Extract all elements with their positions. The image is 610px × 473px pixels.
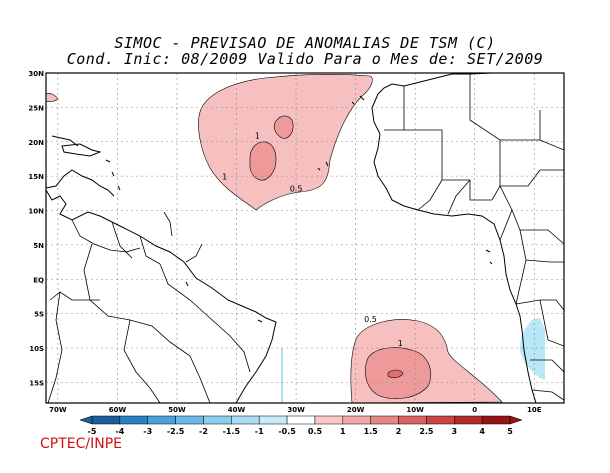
lon-tick-label: 10W (406, 406, 424, 414)
colorbar-label: 4 (479, 427, 485, 436)
colorbar-label: 5 (507, 427, 513, 436)
contour-labels: 1 1 0.5 0.5 1 (222, 131, 403, 348)
map-title: SIMOC - PREVISAO DE ANOMALIAS DE TSM (C) (114, 34, 496, 52)
colorbar-swatch (119, 415, 148, 425)
colorbar-swatch (481, 415, 511, 425)
colorbar-max-arrow (509, 415, 523, 425)
colorbar: -5 -4 -3 -2.5 -2 -1.5 -1 -0.5 0.5 1 1.5 2 2.5 3 4 5 (79, 415, 523, 436)
lat-tick-label: 20N (28, 139, 44, 147)
axis-labels: 30N 25N 20N 15N 10N 5N EQ 5S 10S 15S 70W 60W 50W 40W 3… (28, 70, 541, 414)
positive-anomaly-peak-south (387, 369, 404, 378)
colorbar-label: 2.5 (419, 427, 434, 436)
map-subtitle: Cond. Inic: 08/2009 Valido Para o Mes de… (66, 50, 544, 68)
lat-tick-label: 15S (29, 379, 44, 387)
colorbar-swatch (175, 415, 204, 425)
lesser-antilles (105, 159, 121, 191)
lon-tick-label: 70W (49, 406, 67, 414)
lat-tick-label: 25N (28, 104, 44, 112)
colorbar-swatch (398, 415, 427, 425)
gulf-of-guinea-islands (485, 249, 493, 265)
positive-anomaly-region-western (46, 93, 59, 102)
lon-tick-label: 30W (287, 406, 305, 414)
lat-tick-label: 10S (29, 345, 44, 353)
canary-islands (351, 95, 365, 105)
colorbar-label: 3 (451, 427, 457, 436)
antilles-outline (61, 143, 102, 157)
colorbar-label: 1 (340, 427, 346, 436)
colorbar-label: -1.5 (223, 427, 241, 436)
colorbar-label: -3 (143, 427, 152, 436)
map-plot-area: 1 1 0.5 0.5 1 (46, 73, 564, 403)
lon-tick-label: 60W (109, 406, 127, 414)
africa-coast (371, 73, 537, 403)
colorbar-label: 0.5 (308, 427, 323, 436)
colorbar-label: -2.5 (167, 427, 185, 436)
lon-tick-label: 10E (527, 406, 542, 414)
colorbar-label: -0.5 (278, 427, 296, 436)
positive-anomaly-core-north-a (273, 115, 294, 139)
contour-label: 1 (398, 339, 403, 348)
cape-verde-islands (317, 161, 329, 171)
map-frame (45, 72, 565, 404)
south-america-coast (46, 189, 277, 403)
positive-anomaly-core-north-b (249, 141, 277, 181)
colorbar-swatch (91, 415, 121, 425)
ascension-islands (185, 281, 263, 323)
colorbar-swatch (370, 415, 399, 425)
sa-borders (47, 211, 251, 403)
lon-tick-label: 40W (228, 406, 246, 414)
colorbar-label: -4 (115, 427, 124, 436)
cuba-outline (51, 135, 79, 147)
central-america-coast (46, 169, 115, 197)
contour-label: 1 (222, 173, 227, 182)
lat-lon-grid (46, 73, 564, 403)
positive-anomaly-region-north (198, 73, 373, 211)
colorbar-swatch (426, 415, 455, 425)
lon-tick-label: 0 (472, 406, 477, 414)
colorbar-label: -1 (255, 427, 264, 436)
lon-tick-label: 50W (168, 406, 186, 414)
colorbar-swatch (203, 415, 232, 425)
lat-tick-label: EQ (33, 276, 44, 284)
colorbar-swatch (147, 415, 176, 425)
contour-label: 0.5 (364, 315, 377, 324)
lat-tick-label: 5S (34, 311, 44, 319)
colorbar-swatch (454, 415, 483, 425)
colorbar-min-arrow (79, 415, 93, 425)
africa-borders (384, 74, 564, 401)
lat-tick-label: 10N (28, 208, 44, 216)
lat-tick-label: 5N (33, 242, 44, 250)
credit-label: CPTEC/INPE (40, 436, 122, 452)
lon-tick-label: 20W (347, 406, 365, 414)
contour-label: 0.5 (290, 184, 303, 193)
colorbar-swatch (231, 415, 260, 425)
colorbar-swatch (314, 415, 344, 425)
colorbar-swatch (258, 415, 288, 425)
coastlines (46, 73, 564, 403)
colorbar-label: -2 (199, 427, 208, 436)
lat-tick-label: 30N (28, 70, 44, 78)
colorbar-label: -5 (88, 427, 97, 436)
contour-label: 1 (255, 131, 260, 140)
colorbar-label: 2 (396, 427, 402, 436)
colorbar-swatch (286, 415, 316, 425)
colorbar-label: 1.5 (364, 427, 379, 436)
lat-tick-label: 15N (28, 173, 44, 181)
colorbar-swatch (342, 415, 371, 425)
